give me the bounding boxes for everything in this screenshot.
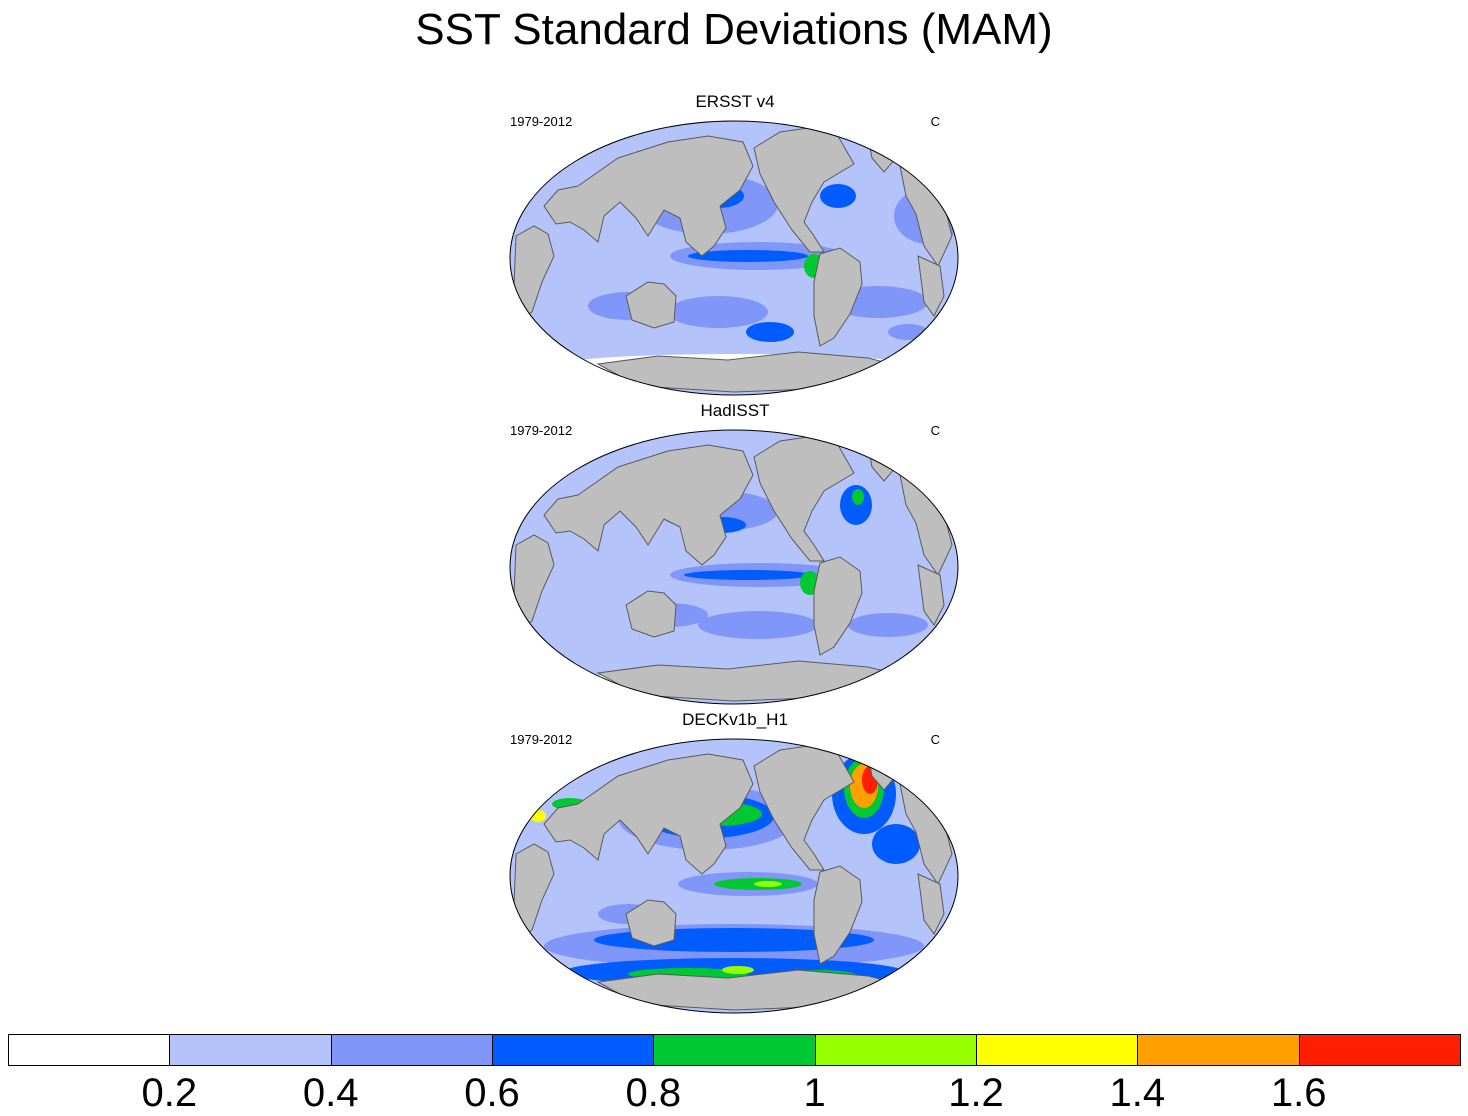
panel-title: HadISST bbox=[700, 401, 770, 420]
colorbar-tick-label: 0.2 bbox=[141, 1071, 198, 1115]
colorbar-tick-label: 0.8 bbox=[625, 1071, 682, 1115]
land-africa_east bbox=[917, 255, 945, 317]
unit-label: C bbox=[930, 423, 940, 438]
land-australia bbox=[625, 590, 677, 638]
sst-contour bbox=[820, 184, 856, 208]
colorbar-box bbox=[814, 1034, 977, 1066]
colorbar-box bbox=[1137, 1034, 1300, 1066]
period-label: 1979-2012 bbox=[510, 732, 573, 747]
land-southamerica bbox=[813, 247, 863, 347]
land-australia bbox=[625, 899, 677, 947]
land-africa_east bbox=[917, 873, 945, 935]
colorbar-tick-label: 0.4 bbox=[302, 1071, 359, 1115]
period-label: 1979-2012 bbox=[510, 114, 573, 129]
sst-contour bbox=[688, 250, 808, 262]
map-border bbox=[509, 120, 959, 396]
colorbar-box bbox=[330, 1034, 493, 1066]
world-map bbox=[509, 120, 959, 396]
land-antarctica bbox=[596, 969, 910, 1011]
map-border bbox=[509, 429, 959, 705]
sst-contour bbox=[698, 611, 818, 639]
land-eurasia bbox=[543, 753, 754, 875]
sst-contour bbox=[872, 824, 920, 864]
map-panel-deck: DECKv1b_H1 1979-2012 C bbox=[508, 710, 962, 1014]
colorbar-tick-label: 1.6 bbox=[1270, 1071, 1327, 1115]
land-antarctica bbox=[596, 351, 910, 393]
colorbar-tick-label: 1.2 bbox=[948, 1071, 1004, 1115]
sst-contour bbox=[754, 881, 782, 887]
land-eurasia bbox=[543, 135, 754, 257]
land-eurasia bbox=[543, 444, 754, 566]
colorbar-box bbox=[653, 1034, 816, 1066]
colorbar-box bbox=[492, 1034, 655, 1066]
sst-contour bbox=[852, 489, 864, 505]
colorbar-box bbox=[8, 1034, 171, 1066]
unit-label: C bbox=[930, 114, 940, 129]
sst-contour bbox=[684, 570, 812, 580]
sst-contour bbox=[746, 322, 794, 342]
sst-contour bbox=[668, 296, 768, 328]
land-australia bbox=[625, 281, 677, 329]
map-panel-hadisst: HadISST 1979-2012 C bbox=[508, 401, 962, 705]
sst-contour bbox=[840, 485, 872, 525]
map-panel-ersst: ERSST v4 1979-2012 C bbox=[508, 92, 962, 396]
map-border bbox=[509, 738, 959, 1014]
world-map bbox=[509, 738, 959, 1014]
main-title: SST Standard Deviations (MAM) bbox=[415, 5, 1053, 54]
land-africa_east bbox=[917, 564, 945, 626]
sst-contour bbox=[848, 613, 928, 637]
period-label: 1979-2012 bbox=[510, 423, 573, 438]
land-southamerica bbox=[813, 556, 863, 656]
world-map bbox=[509, 429, 959, 705]
colorbar-box bbox=[976, 1034, 1139, 1066]
land-southamerica bbox=[813, 865, 863, 965]
sst-contour bbox=[722, 966, 754, 974]
land-antarctica bbox=[596, 660, 910, 702]
colorbar-tick-label: 1 bbox=[803, 1071, 826, 1115]
colorbar bbox=[8, 1034, 1461, 1068]
unit-label: C bbox=[930, 732, 940, 747]
panel-title: DECKv1b_H1 bbox=[682, 710, 788, 729]
colorbar-tick-label: 1.4 bbox=[1109, 1071, 1166, 1115]
colorbar-tick-label: 0.6 bbox=[464, 1071, 520, 1115]
colorbar-box bbox=[169, 1034, 332, 1066]
panel-title: ERSST v4 bbox=[695, 92, 775, 111]
colorbar-box bbox=[1298, 1034, 1461, 1066]
